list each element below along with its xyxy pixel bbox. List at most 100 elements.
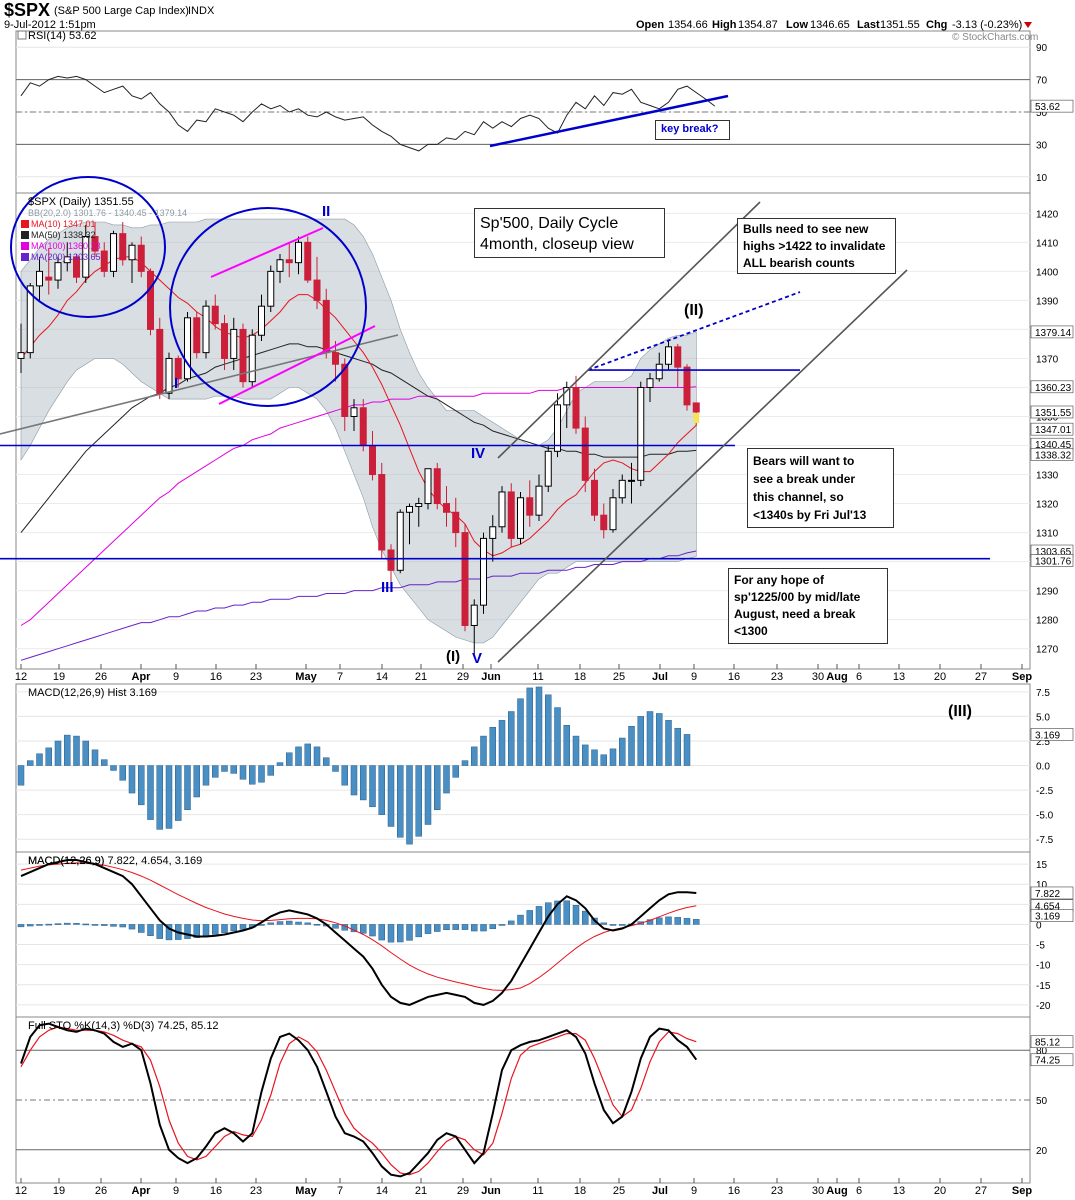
macd-hist-bar	[27, 760, 34, 766]
legend-swatch-1	[21, 220, 29, 228]
macd-panel-hist-bar	[304, 922, 311, 925]
macd-panel-hist-bar	[221, 924, 228, 933]
xaxis-bottom-tick-25: 27	[975, 1185, 987, 1197]
rsi-ytick-2: 50	[1036, 108, 1048, 119]
rsi-ytick-4: 10	[1036, 173, 1048, 184]
xaxis-bottom-tick-5: 16	[210, 1185, 222, 1197]
macd-hist-bar	[119, 765, 126, 781]
ma200-line	[20, 550, 697, 661]
macd-panel-hist-bar	[128, 924, 136, 930]
price-ytick-0: 1420	[1036, 209, 1059, 220]
macd-panel-hist-bar	[286, 920, 293, 925]
xaxis-top-tick-7: May	[295, 671, 317, 683]
macd-hist-bar	[54, 740, 62, 766]
candle-body	[147, 270, 154, 330]
macd-hist-bar	[82, 740, 89, 766]
candle-body	[415, 503, 423, 507]
xaxis-bottom-tick-16: Jul	[652, 1185, 668, 1197]
stoch-ytick-0: 80	[1036, 1046, 1048, 1057]
candle-body	[341, 363, 349, 417]
xaxis-top-tick-6: 23	[250, 671, 262, 683]
candle-body	[387, 549, 395, 571]
macd-current-1: 4.654	[1035, 902, 1060, 913]
xaxis-bottom-tick-13: 11	[532, 1185, 543, 1197]
macd-hist-bar	[535, 686, 543, 766]
candle-body	[517, 497, 524, 539]
macd-ytick-7: -20	[1036, 1001, 1051, 1012]
macd-hist-bar	[267, 765, 274, 776]
wave-label: (II)	[684, 302, 704, 319]
candle-body	[304, 241, 312, 281]
macd-hist-bar	[397, 765, 404, 838]
xaxis-bottom-tick-19: 23	[771, 1185, 783, 1197]
macd-panel-hist-bar	[212, 924, 219, 935]
rsi-ytick-0: 90	[1036, 43, 1048, 54]
chg-label: Chg	[926, 19, 947, 31]
macd-panel-hist-bar	[64, 922, 71, 925]
candle-body	[239, 328, 247, 383]
legend-swatch-4	[21, 253, 29, 261]
macd-panel-hist-bar	[202, 924, 210, 937]
candle-body	[285, 259, 293, 264]
macd-panel-hist-bar	[295, 921, 302, 925]
candle-body	[100, 250, 108, 272]
xaxis-top-tick-16: Jul	[652, 671, 668, 683]
bears-note: Bears will want to see a break under thi…	[747, 448, 894, 528]
xaxis-bottom-tick-3: Apr	[132, 1185, 152, 1197]
macd-hist-bar	[480, 735, 487, 766]
candle-body	[581, 427, 589, 481]
price-label-1-box	[1030, 380, 1074, 394]
macd-panel-hist-bar	[397, 924, 404, 943]
xaxis-top-tick-9: 14	[376, 671, 388, 683]
xaxis-bottom-tick-7: May	[295, 1185, 317, 1197]
macd-panel-hist-bar	[369, 924, 376, 937]
candle-body	[544, 450, 552, 487]
candle-body	[322, 299, 330, 354]
macd-panel-hist-bar	[73, 923, 80, 925]
chg-value: -3.13 (-0.23%)	[952, 19, 1022, 31]
candle-body	[211, 305, 219, 325]
xaxis-top-tick-2: 26	[95, 671, 107, 683]
macd-panel-hist-bar	[600, 922, 607, 925]
price-ytick-2: 1400	[1036, 267, 1059, 278]
xaxis-bottom-tick-26: Sep	[1012, 1185, 1032, 1197]
xaxis-bottom-tick-17: 9	[691, 1185, 697, 1197]
candle-body	[119, 233, 127, 261]
macd-hist-bar	[600, 754, 607, 766]
macd-hist-bar	[193, 765, 200, 798]
legend-swatch-3	[21, 242, 29, 250]
xaxis-bottom-tick-24: 20	[934, 1185, 946, 1197]
price-label-0: 1379.14	[1035, 328, 1072, 339]
macd-hist-bar	[36, 753, 43, 766]
wave-label: IV	[471, 445, 485, 462]
candle-body	[248, 334, 256, 383]
low-label: Low	[786, 19, 808, 31]
candle-body	[683, 366, 691, 406]
rsi-current-box	[1030, 99, 1074, 113]
candle-body	[443, 503, 450, 513]
stoch-current-0: 85.12	[1035, 1038, 1060, 1049]
candle-body	[480, 537, 487, 606]
xaxis-bottom-tick-18: 16	[728, 1185, 740, 1197]
xaxis-bottom-tick-20: 30	[812, 1185, 824, 1197]
macd-current-0-box	[1030, 886, 1074, 900]
price-title: $SPX (Daily) 1351.55	[28, 196, 134, 208]
wave-label: III	[381, 579, 394, 596]
down-arrow-icon	[1024, 22, 1032, 28]
hist-ytick-6: -7.5	[1036, 835, 1054, 846]
xaxis-bottom-tick-14: 18	[574, 1185, 586, 1197]
stoch-ytick-1: 50	[1036, 1096, 1048, 1107]
macd-panel-hist-bar	[526, 910, 533, 925]
candle-body	[202, 305, 210, 354]
rsi-title: RSI(14) 53.62	[28, 30, 96, 42]
macd-hist-bar	[202, 765, 210, 786]
stoch-current-1-box	[1030, 1053, 1074, 1067]
macd-panel-hist-bar	[609, 924, 617, 926]
price-label-7: 1301.76	[1035, 557, 1072, 568]
macd-panel-hist-bar	[452, 924, 459, 930]
macd-hist-bar	[637, 716, 644, 766]
macd-panel-hist-bar	[36, 924, 43, 926]
dashed-channel-line	[587, 291, 801, 371]
macd-hist-bar	[165, 765, 173, 829]
